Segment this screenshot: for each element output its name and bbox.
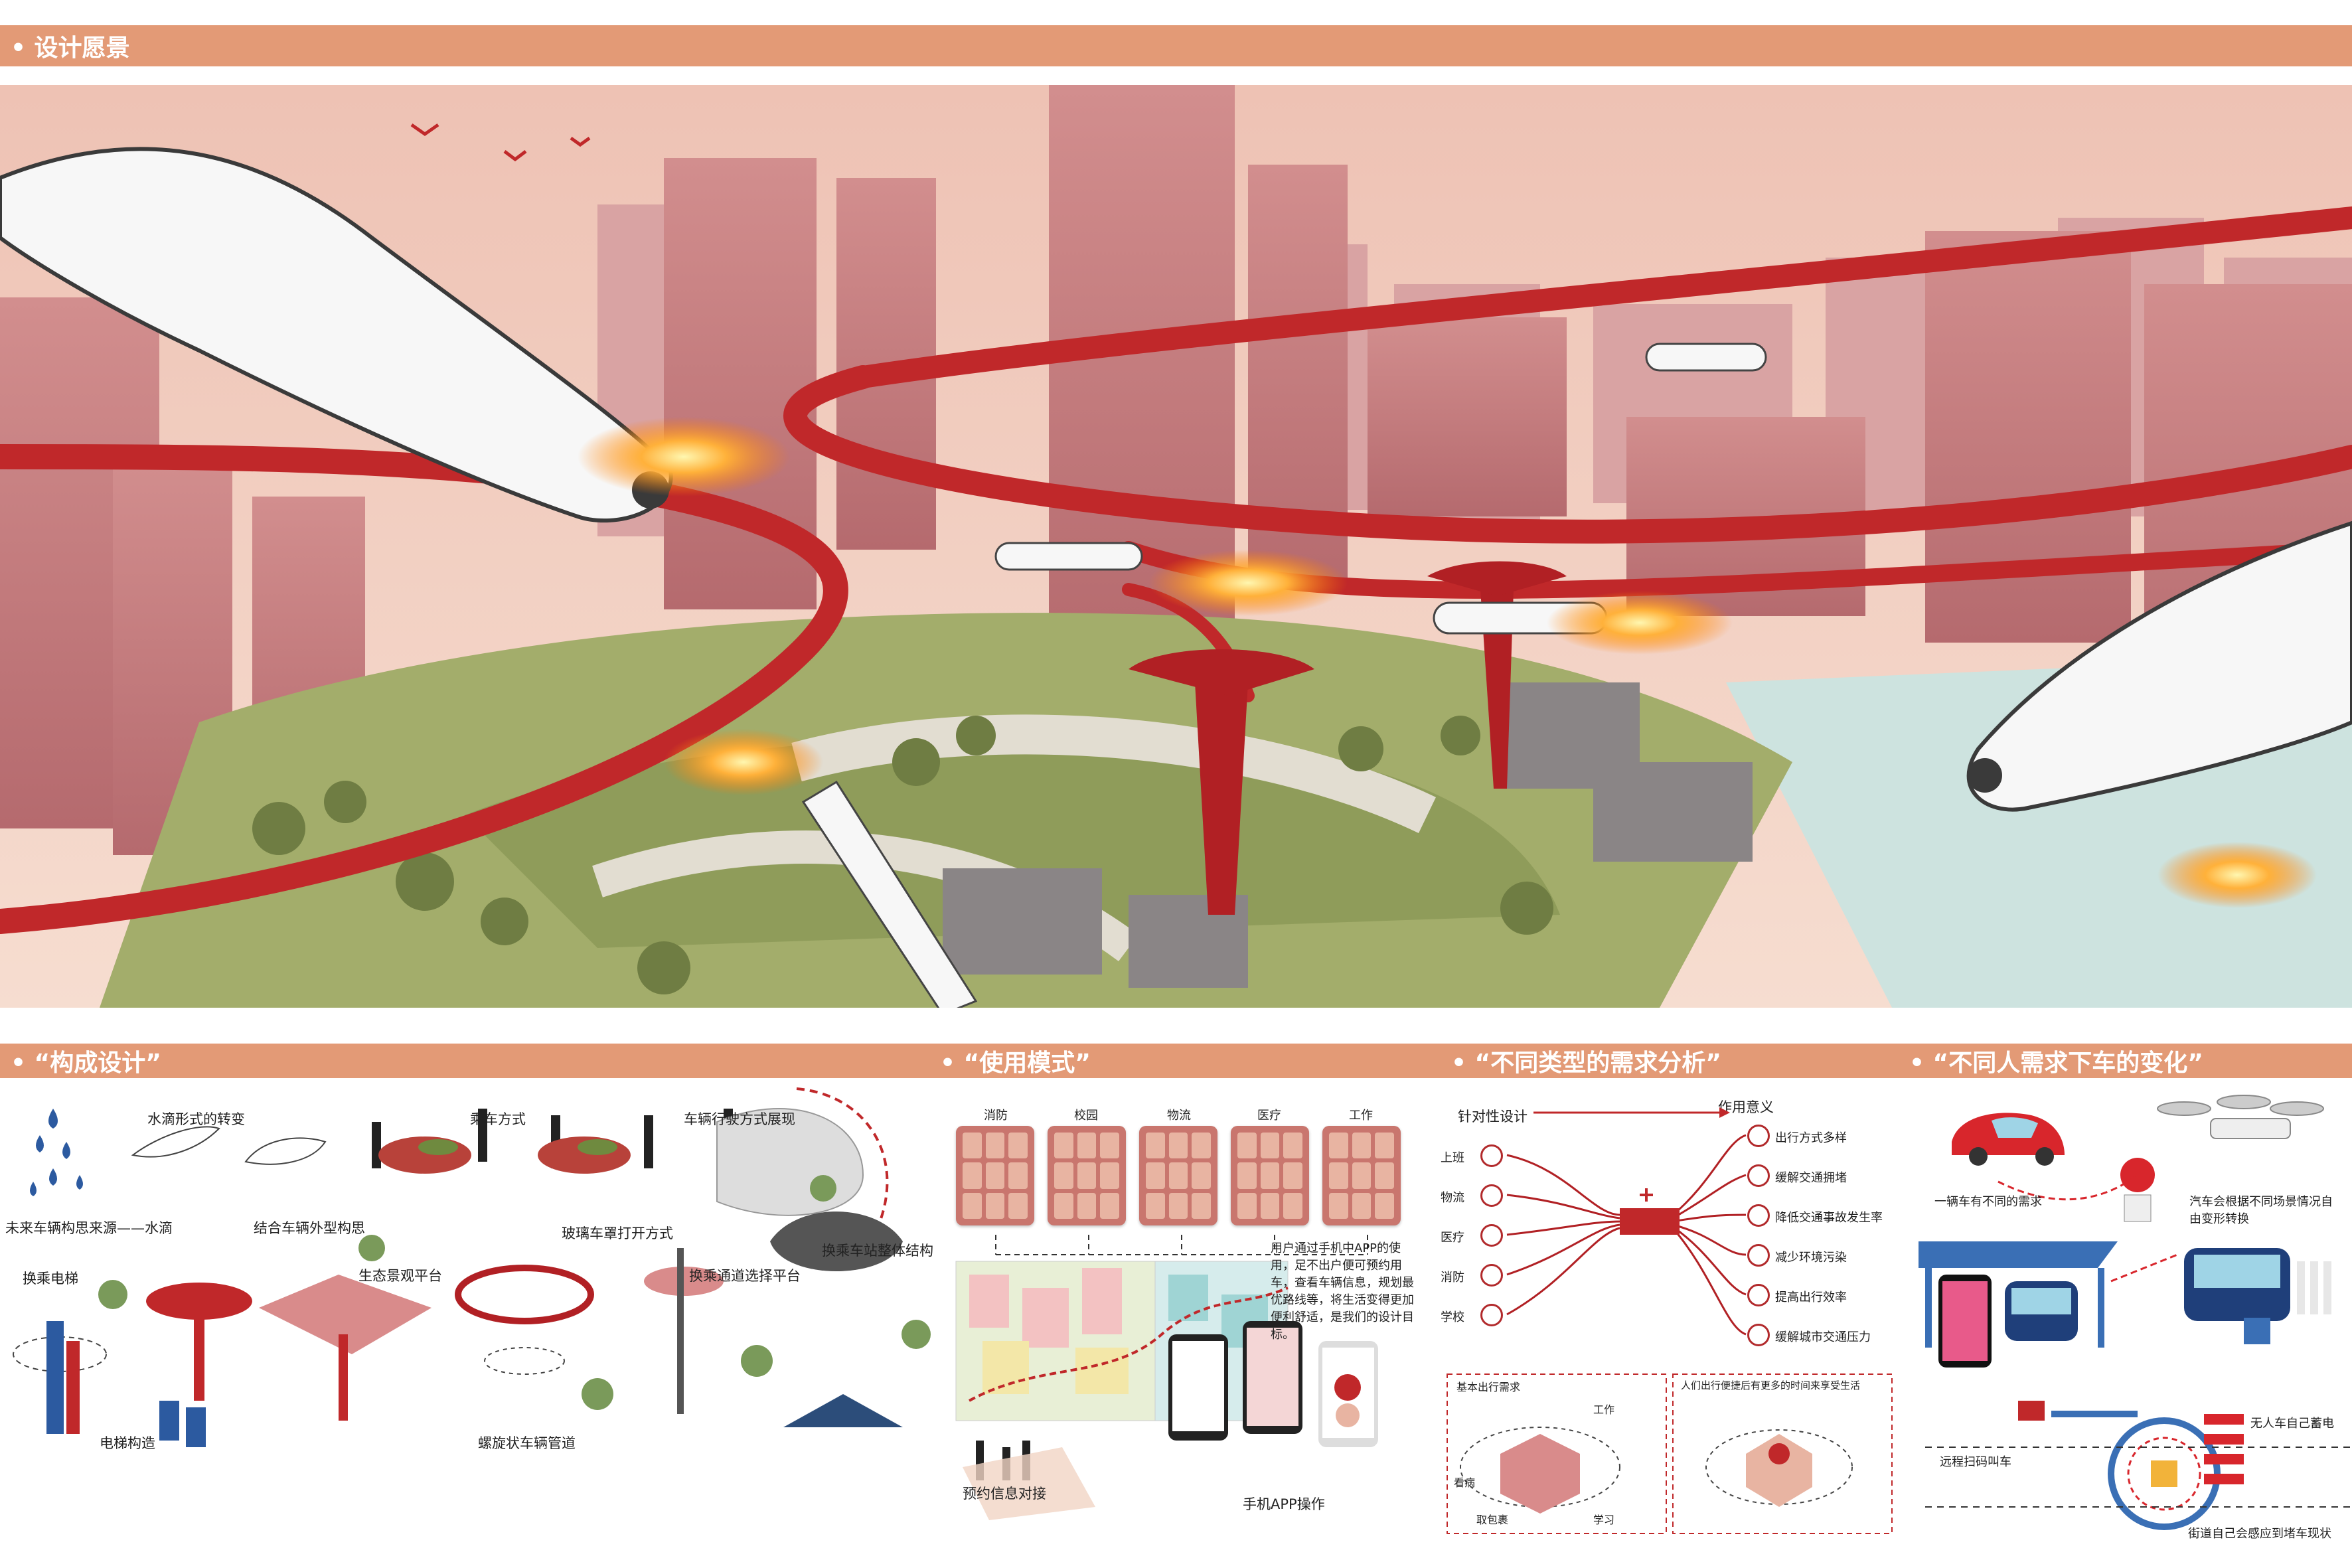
usage-tile-fire [956, 1126, 1034, 1225]
section-bar-usage: • “使用模式” [929, 1044, 1441, 1078]
demand-icon-efficiency [1747, 1284, 1770, 1306]
demand-left-item: 医疗 [1441, 1231, 1464, 1245]
label-drive: 车辆行驶方式展现 [684, 1111, 795, 1127]
demand-icon-accident [1747, 1204, 1770, 1227]
demand-box1-label-doctor: 看病 [1454, 1476, 1476, 1489]
demand-icon-travel [1747, 1125, 1770, 1147]
section-bar-composition: • “构成设计” [0, 1044, 929, 1078]
demand-left-item: 消防 [1441, 1271, 1464, 1285]
usage-category-work: 工作 [1349, 1109, 1373, 1123]
demand-right-item: 降低交通事故发生率 [1775, 1211, 1883, 1225]
composition-illustration [13, 1087, 931, 1447]
demand-targeted-label: 针对性设计 [1458, 1109, 1528, 1125]
label-combine: 结合车辆外型构思 [254, 1220, 365, 1236]
demand-right-item: 出行方式多样 [1775, 1131, 1847, 1145]
change-panel: 一辆车有不同的需求 汽车会根据不同场景情况自由变形转换 远程扫码叫车 无人车自己… [1899, 1082, 2352, 1560]
label-station-structure: 换乘车站整体结构 [822, 1243, 933, 1259]
usage-tile-campus [1048, 1126, 1126, 1225]
demand-right-item: 提高出行效率 [1775, 1291, 1847, 1304]
label-glass: 玻璃车罩打开方式 [562, 1225, 673, 1241]
usage-category-fire: 消防 [984, 1109, 1008, 1123]
change-label-street: 街道自己会感应到堵车现状 [2188, 1527, 2331, 1541]
city-illustration [0, 85, 2352, 1008]
section-bar-change: • “不同人需求下车的变化” [1899, 1044, 2352, 1078]
section-bar-demand: • “不同类型的需求分析” [1441, 1044, 1899, 1078]
usage-app-label: 手机APP操作 [1243, 1496, 1325, 1512]
demand-icon-fire [1480, 1264, 1503, 1287]
change-label-auto-transform: 汽车会根据不同场景情况自由变形转换 [2189, 1195, 2333, 1226]
demand-icon-medical [1480, 1224, 1503, 1247]
change-label-charge: 无人车自己蓄电 [2250, 1417, 2334, 1431]
demand-left-item: 物流 [1441, 1191, 1464, 1205]
usage-map-illustration [955, 1235, 1378, 1520]
label-ride: 乘车方式 [470, 1111, 526, 1127]
composition-title: • “构成设计” [11, 1050, 161, 1077]
label-spiral: 螺旋状车辆管道 [478, 1435, 576, 1451]
demand-icon-pollution [1747, 1244, 1770, 1267]
change-title: • “不同人需求下车的变化” [1909, 1050, 2203, 1077]
vision-render [0, 85, 2352, 1008]
usage-title: • “使用模式” [940, 1050, 1091, 1077]
demand-box1-label-study: 学习 [1593, 1514, 1615, 1526]
usage-category-medical: 医疗 [1257, 1109, 1281, 1123]
demand-icon-work [1480, 1144, 1503, 1167]
label-channel-platform: 换乘通道选择平台 [689, 1268, 801, 1284]
demand-right-item: 减少环境污染 [1775, 1251, 1847, 1265]
label-elevator-structure: 电梯构造 [100, 1435, 155, 1451]
header-title: • 设计愿景 [11, 35, 130, 62]
change-illustration [1919, 1095, 2350, 1530]
demand-diagram [1447, 1107, 1893, 1534]
change-label-remote: 远程扫码叫车 [1940, 1455, 2011, 1469]
header-bar: • 设计愿景 [0, 25, 2352, 66]
demand-title: • “不同类型的需求分析” [1451, 1050, 1721, 1077]
demand-box1-label-parcel: 取包裹 [1476, 1514, 1509, 1526]
demand-box2-title: 人们出行便捷后有更多的时间来享受生活 [1681, 1379, 1861, 1391]
demand-icon-logistics [1480, 1184, 1503, 1207]
demand-icon-congestion [1747, 1164, 1770, 1187]
demand-icon-pressure [1747, 1324, 1770, 1346]
demand-box1-label-work: 工作 [1593, 1403, 1615, 1416]
demand-left-item: 上班 [1441, 1151, 1464, 1165]
usage-panel: 消防 校园 物流 医疗 工作 用户通过手机中APP的使用，足不出户便可预约用车，… [943, 1082, 1434, 1560]
change-label-one-car: 一辆车有不同的需求 [1934, 1195, 2042, 1209]
usage-tile-work [1322, 1126, 1401, 1225]
demand-panel: 针对性设计 作用意义 上班 物流 医疗 消防 学校 [1434, 1082, 1899, 1560]
usage-reserve-label: 预约信息对接 [963, 1486, 1046, 1502]
label-ecology: 生态景观平台 [358, 1268, 442, 1284]
usage-category-campus: 校园 [1074, 1109, 1098, 1123]
demand-left-item: 学校 [1441, 1310, 1464, 1324]
demand-icon-school [1480, 1304, 1503, 1326]
usage-description: 用户通过手机中APP的使用，足不出户便可预约用车，查看车辆信息，规划最优路线等，… [1271, 1241, 1414, 1342]
usage-tile-logistics [1139, 1126, 1217, 1225]
label-elevator-title: 换乘电梯 [23, 1271, 78, 1287]
label-source: 未来车辆构思来源——水滴 [5, 1220, 173, 1236]
demand-right-item: 缓解城市交通压力 [1775, 1330, 1871, 1344]
composition-panel: 水滴形式的转变 未来车辆构思来源——水滴 结合车辆外型构思 乘车方式 玻璃车罩打… [0, 1082, 956, 1560]
demand-right-item: 缓解交通拥堵 [1775, 1171, 1847, 1185]
demand-box1-title: 基本出行需求 [1456, 1381, 1521, 1393]
label-drop-transform: 水滴形式的转变 [147, 1111, 245, 1127]
usage-tile-medical [1231, 1126, 1309, 1225]
usage-category-logistics: 物流 [1167, 1109, 1191, 1123]
